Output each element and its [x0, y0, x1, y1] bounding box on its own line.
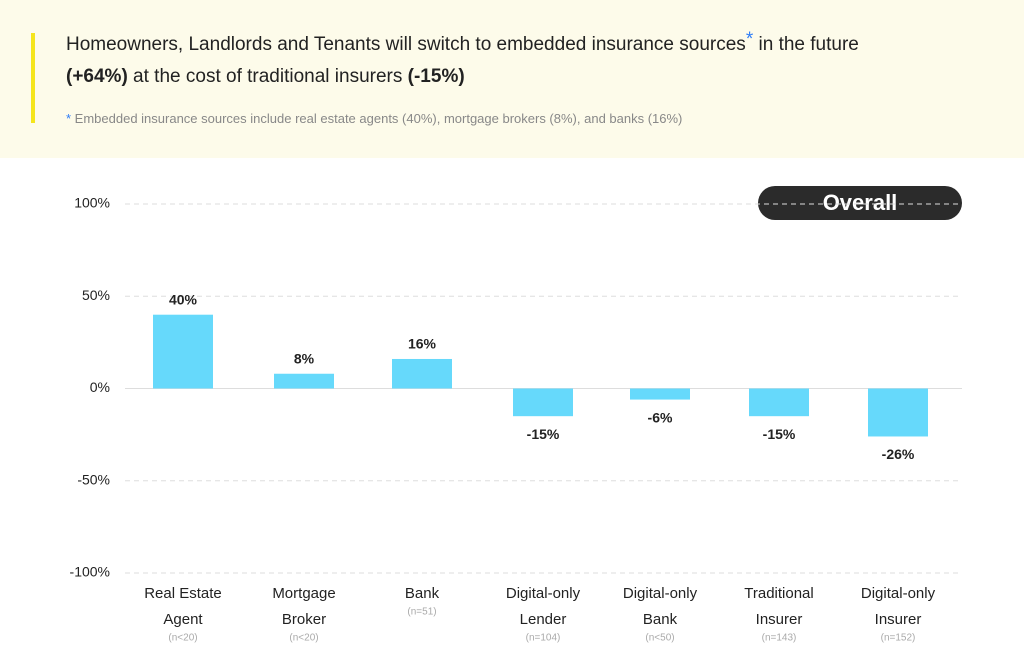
sample-size: (n<20)	[168, 633, 197, 644]
sample-size: (n=152)	[881, 633, 916, 644]
title-line: Homeowners, Landlords and Tenants will s…	[66, 29, 859, 55]
title-text: at the cost of traditional insurers	[128, 66, 408, 87]
x-tick-label: Digital-only	[506, 585, 581, 602]
header-band	[0, 0, 1024, 158]
value-label: -15%	[763, 426, 796, 442]
bar	[513, 388, 573, 417]
badge	[758, 186, 962, 220]
title-bold: (-15%)	[408, 66, 465, 87]
badge-label: Overall	[823, 190, 898, 215]
x-tick-label: Mortgage	[272, 585, 335, 602]
x-tick-label: Digital-only	[623, 585, 698, 602]
x-tick-label: Traditional	[744, 585, 813, 602]
sample-size: (n<20)	[289, 633, 318, 644]
footnote-text: Embedded insurance sources include real …	[71, 111, 682, 126]
x-tick-label: Insurer	[875, 611, 922, 628]
y-tick-label: 100%	[74, 195, 110, 211]
x-tick-label: Digital-only	[861, 585, 936, 602]
sample-size: (n=51)	[407, 607, 436, 618]
value-label: 8%	[294, 350, 315, 366]
x-tick-label: Agent	[163, 611, 203, 628]
asterisk: *	[746, 29, 754, 50]
title-line: (+64%) at the cost of traditional insure…	[66, 66, 465, 87]
bar	[153, 314, 213, 389]
x-tick-label: Real Estate	[144, 585, 222, 602]
bar	[274, 373, 334, 389]
bar	[392, 358, 452, 389]
x-tick-label: Insurer	[756, 611, 803, 628]
bar	[868, 388, 928, 437]
y-tick-label: -50%	[77, 471, 110, 487]
value-label: -15%	[527, 426, 560, 442]
sample-size: (n=143)	[762, 633, 797, 644]
value-label: 16%	[408, 336, 437, 352]
value-label: -26%	[882, 446, 915, 462]
y-tick-label: -100%	[70, 564, 110, 580]
bar	[630, 388, 690, 400]
y-tick-label: 50%	[82, 287, 110, 303]
footnote: * Embedded insurance sources include rea…	[66, 111, 682, 126]
x-tick-label: Bank	[643, 611, 678, 628]
sample-size: (n<50)	[645, 633, 674, 644]
title-text: Homeowners, Landlords and Tenants will s…	[66, 34, 746, 55]
title-bold: (+64%)	[66, 66, 128, 87]
accent-bar	[31, 33, 35, 123]
value-label: -6%	[648, 409, 673, 425]
sample-size: (n=104)	[526, 633, 561, 644]
bar	[749, 388, 809, 417]
y-tick-label: 0%	[90, 379, 110, 395]
x-tick-label: Lender	[520, 611, 567, 628]
title-text: in the future	[753, 34, 859, 55]
x-tick-label: Bank	[405, 585, 440, 602]
x-tick-label: Broker	[282, 611, 326, 628]
value-label: 40%	[169, 291, 198, 307]
asterisk: *	[66, 111, 71, 126]
